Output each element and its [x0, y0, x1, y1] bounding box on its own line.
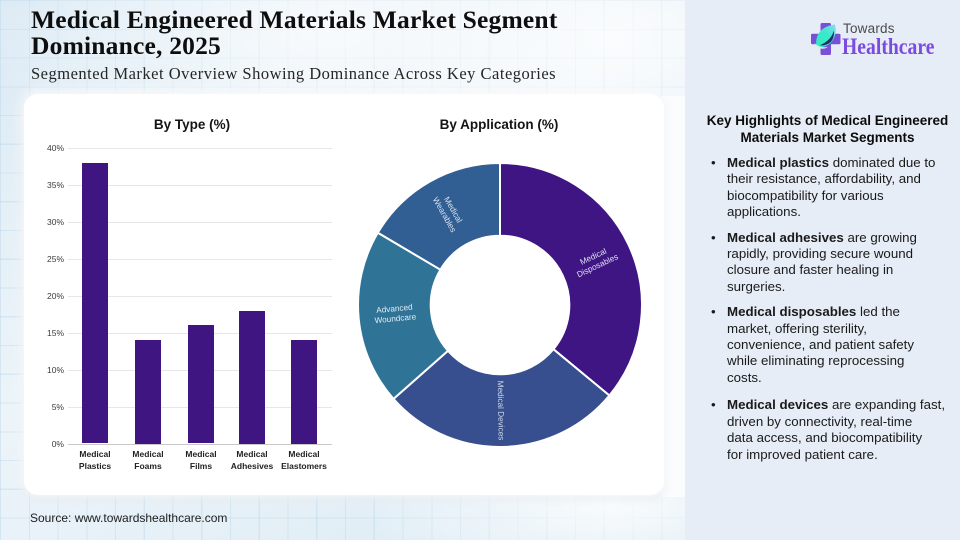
svg-text:AdvancedWoundcare: AdvancedWoundcare: [373, 302, 417, 325]
svg-text:Medical Devices: Medical Devices: [496, 381, 506, 441]
